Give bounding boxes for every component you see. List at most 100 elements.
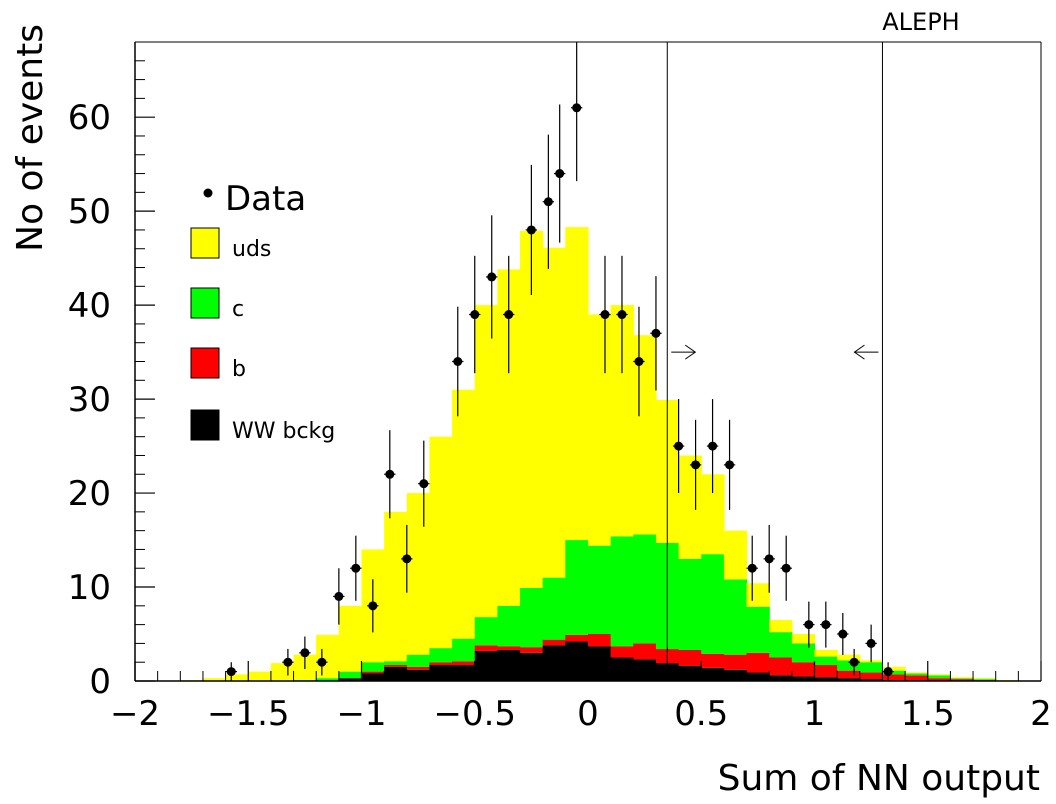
legend-data-label: Data (225, 179, 306, 219)
bar-uds (270, 663, 295, 681)
bar-c (588, 545, 612, 635)
bar-uds (701, 474, 725, 555)
bar-b (542, 639, 566, 646)
bar-uds (474, 305, 498, 618)
data-point (691, 460, 701, 470)
y-tick-label: 20 (68, 474, 111, 514)
bar-b (474, 645, 498, 651)
bar-b (361, 671, 385, 674)
y-tick-label: 30 (68, 380, 111, 420)
x-tick-label: 1 (804, 694, 826, 734)
cut-arrow-head (853, 344, 865, 360)
bar-ww-bckg (633, 659, 657, 681)
data-point (526, 225, 536, 235)
bar-uds (542, 247, 566, 578)
legend-label-uds: uds (232, 237, 271, 262)
data-point (849, 657, 859, 667)
bar-b (950, 679, 974, 681)
bar-uds (814, 649, 838, 657)
bar-uds (429, 436, 453, 649)
bar-uds (882, 666, 906, 671)
cut-lines (666, 42, 883, 681)
bar-c (678, 558, 702, 650)
bar-uds (837, 654, 861, 661)
bar-c (384, 661, 408, 666)
bar-c (814, 656, 838, 666)
y-tick-label: 0 (89, 662, 111, 702)
bar-uds (497, 269, 521, 606)
x-tick-label: −1.5 (207, 694, 290, 734)
bar-c (520, 587, 544, 648)
data-point (572, 103, 582, 113)
bar-c (837, 660, 861, 671)
bar-b (497, 646, 521, 650)
data-point (821, 620, 831, 630)
legend-label-c: c (232, 297, 244, 322)
x-axis-title: Sum of NN output (718, 758, 1040, 799)
y-tick-label: 10 (68, 568, 111, 608)
data-point (334, 591, 344, 601)
bar-uds (225, 674, 249, 681)
legend: Data uds c b WW bckg (190, 179, 335, 444)
bar-b (588, 634, 612, 647)
data-point (617, 310, 627, 320)
data-point (747, 563, 757, 573)
y-tick-label: 40 (68, 286, 111, 326)
bar-uds (973, 678, 997, 680)
bar-ww-bckg (701, 667, 725, 681)
bar-ww-bckg (837, 678, 861, 681)
data-point (283, 657, 293, 667)
data-point (402, 554, 412, 564)
bar-uds (588, 314, 612, 546)
y-axis-title: No of events (10, 24, 51, 252)
bar-ww-bckg (474, 650, 498, 681)
data-point (226, 667, 236, 677)
bar-b (429, 662, 453, 666)
chart-title: ALEPH (882, 8, 959, 36)
bar-c (927, 675, 951, 679)
bar-b (859, 672, 884, 680)
bar-c (746, 606, 770, 653)
x-tick-label: −0.5 (433, 694, 516, 734)
bar-b (814, 665, 838, 678)
bar-uds (565, 227, 589, 541)
bar-uds (452, 389, 476, 639)
bar-ww-bckg (565, 641, 589, 681)
bar-b (520, 647, 544, 653)
data-point (317, 657, 327, 667)
data-point (674, 441, 684, 451)
bar-uds (723, 530, 748, 580)
bar-ww-bckg (542, 645, 566, 681)
bar-ww-bckg (859, 679, 884, 681)
data-point (555, 169, 565, 179)
bar-ww-bckg (588, 646, 612, 681)
bar-uds (610, 305, 634, 537)
bar-c (973, 679, 997, 681)
x-tick-label: 2 (1030, 694, 1052, 734)
bar-uds (316, 634, 340, 679)
bar-ww-bckg (497, 649, 521, 681)
data-point (600, 310, 610, 320)
bar-b (791, 662, 816, 677)
bar-uds (384, 511, 408, 662)
bar-b (769, 657, 793, 676)
data-point (883, 667, 893, 677)
x-tick-label: −2 (110, 694, 160, 734)
bar-ww-bckg (384, 666, 408, 681)
bar-b (701, 653, 725, 668)
y-tick-label: 60 (68, 98, 111, 138)
data-point (708, 441, 718, 451)
x-tick-label: 0.5 (674, 694, 728, 734)
bar-c (361, 662, 385, 672)
bar-b (384, 665, 408, 667)
data-point (453, 357, 463, 366)
data-point (300, 648, 310, 658)
bar-c (316, 678, 340, 681)
bar-b (837, 670, 861, 679)
bar-c (791, 643, 816, 663)
bar-b (927, 678, 951, 681)
bar-ww-bckg (452, 665, 476, 681)
data-point (651, 328, 661, 338)
